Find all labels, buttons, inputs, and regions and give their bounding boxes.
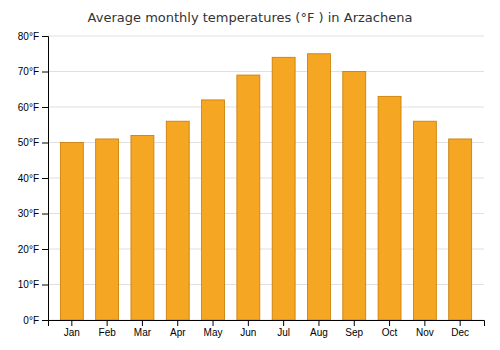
bar [378, 96, 401, 320]
bar [202, 100, 225, 320]
y-tick-mark [42, 36, 48, 37]
y-tick: 40°F [18, 173, 48, 184]
x-tick-mark [460, 320, 461, 326]
y-tick-mark [42, 249, 48, 250]
bar [307, 54, 330, 320]
y-tick: 70°F [18, 66, 48, 77]
x-tick-mark [213, 320, 214, 326]
x-axis: Jan Feb Mar Apr May Jun Jul Aug Sep Oct Nov Dec [49, 320, 485, 338]
x-tick: Jul [277, 320, 290, 338]
y-tick: 10°F [18, 279, 48, 290]
y-tick-label: 20°F [18, 244, 39, 255]
x-tick-label: Feb [99, 327, 117, 338]
title: Average monthly temperatures (°F ) in Ar… [88, 10, 413, 25]
x-tick-mark [177, 320, 178, 326]
x-tick-mark [389, 320, 390, 326]
y-tick-label: 60°F [18, 102, 39, 113]
chart: Average monthly temperatures (°F ) in Ar… [0, 0, 500, 350]
y-tick-mark [42, 214, 48, 215]
y-tick: 0°F [23, 315, 48, 326]
x-tick-mark [248, 320, 249, 326]
y-tick-label: 0°F [23, 315, 39, 326]
x-tick-label: Oct [382, 327, 398, 338]
x-tick: Aug [310, 320, 328, 338]
grid-line [48, 36, 484, 37]
y-tick: 80°F [18, 31, 48, 42]
bar [343, 72, 366, 321]
x-tick-label: Apr [170, 327, 186, 338]
y-axis-line [42, 37, 49, 321]
y-tick-label: 30°F [18, 208, 39, 219]
bar [131, 135, 154, 320]
y-tick-mark [42, 143, 48, 144]
x-tick-label: Sep [345, 327, 363, 338]
y-tick-label: 10°F [18, 279, 39, 290]
y-tick: 50°F [18, 137, 48, 148]
x-tick: Jun [240, 320, 256, 338]
x-tick-mark [107, 320, 108, 326]
x-tick: Feb [99, 320, 117, 338]
bar [96, 139, 119, 320]
x-tick: Jan [64, 320, 80, 338]
bars [60, 54, 471, 320]
x-tick-label: Mar [134, 327, 152, 338]
x-tick-mark [283, 320, 284, 326]
y-axis: 0°F 10°F 20°F 30°F 40°F 50°F 60°F 70°F 80°F [18, 31, 49, 326]
x-tick-mark [142, 320, 143, 326]
x-tick: Mar [134, 320, 152, 338]
bar [60, 143, 83, 321]
x-tick-label: May [204, 327, 223, 338]
y-tick-mark [42, 320, 48, 321]
x-tick-mark [354, 320, 355, 326]
y-tick-label: 40°F [18, 173, 39, 184]
bar [413, 121, 436, 320]
y-tick: 30°F [18, 208, 48, 219]
x-tick-mark [71, 320, 72, 326]
y-tick-label: 80°F [18, 31, 39, 42]
y-tick: 60°F [18, 102, 48, 113]
bar [449, 139, 472, 320]
y-tick: 20°F [18, 244, 48, 255]
grid [48, 36, 484, 320]
bar [166, 121, 189, 320]
x-tick-label: Nov [416, 327, 434, 338]
x-tick: Apr [170, 320, 186, 338]
y-tick-label: 70°F [18, 66, 39, 77]
y-tick-mark [42, 107, 48, 108]
x-tick-label: Jun [240, 327, 256, 338]
bar [272, 57, 295, 320]
x-axis-line [49, 321, 485, 327]
x-tick-label: Jan [64, 327, 80, 338]
x-tick: Sep [345, 320, 363, 338]
x-tick: Dec [451, 320, 469, 338]
x-tick-label: Aug [310, 327, 328, 338]
x-tick-mark [318, 320, 319, 326]
x-tick-mark [424, 320, 425, 326]
grid-line [48, 71, 484, 72]
x-tick: May [204, 320, 223, 338]
x-tick-label: Dec [451, 327, 469, 338]
x-tick: Nov [416, 320, 434, 338]
plot: 0°F 10°F 20°F 30°F 40°F 50°F 60°F 70°F 80°F Jan Fe… [18, 31, 485, 338]
grid-line [48, 107, 484, 108]
bar [237, 75, 260, 320]
x-tick-label: Jul [277, 327, 290, 338]
x-tick: Oct [382, 320, 398, 338]
y-tick-label: 50°F [18, 137, 39, 148]
y-tick-mark [42, 285, 48, 286]
y-tick-mark [42, 178, 48, 179]
y-tick-mark [42, 72, 48, 73]
